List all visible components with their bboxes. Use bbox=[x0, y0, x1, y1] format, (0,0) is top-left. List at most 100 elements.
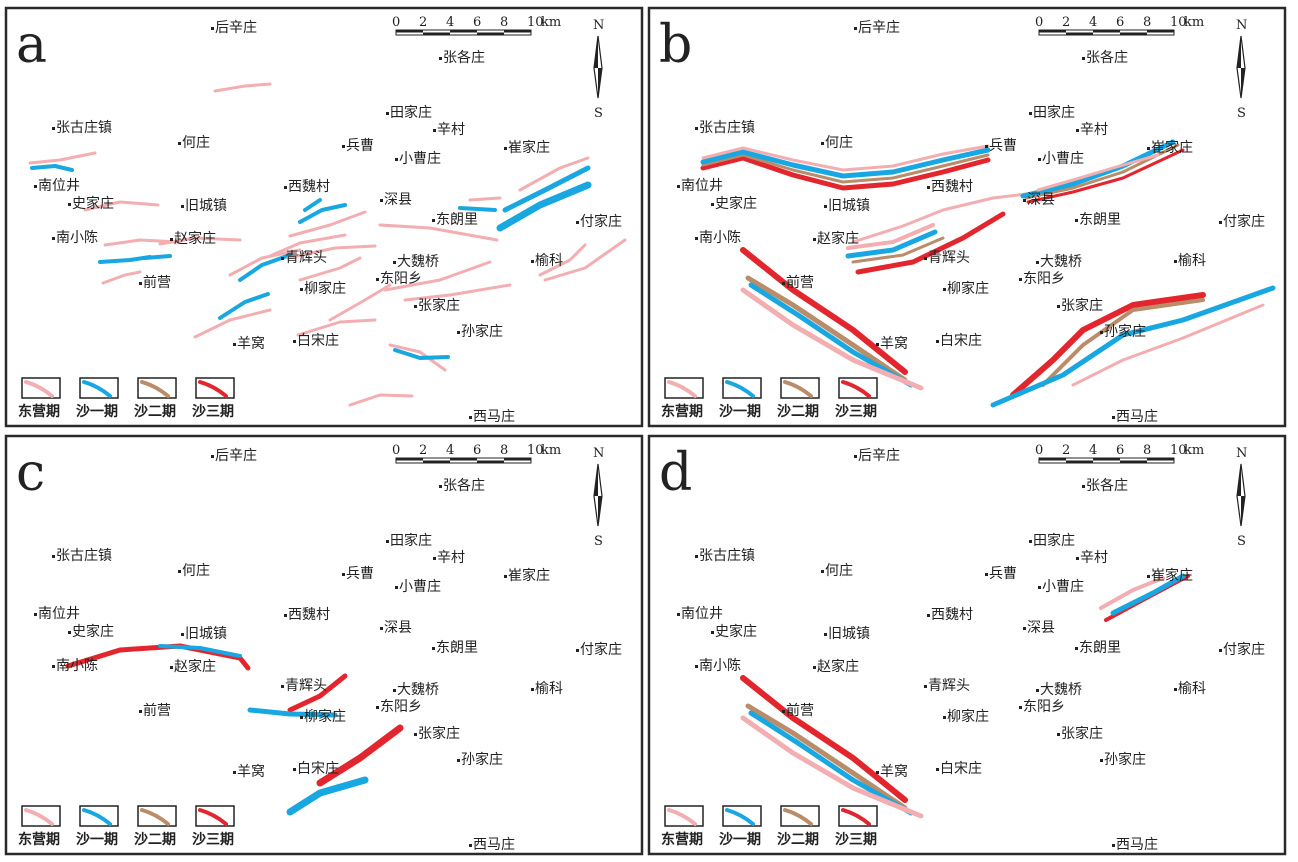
place-dot bbox=[414, 733, 417, 736]
place-dot bbox=[1019, 706, 1022, 709]
place-label: 南小陈 bbox=[56, 229, 98, 246]
place-zhangjiazhuang: 张家庄 bbox=[414, 725, 460, 742]
fault-trace-dongying bbox=[213, 82, 272, 93]
place-qianying: 前营 bbox=[139, 702, 171, 719]
fault-trace-dongying bbox=[28, 151, 97, 165]
legend-label: 沙二期 bbox=[134, 404, 176, 420]
place-dot bbox=[139, 710, 142, 713]
north-arrow-fill bbox=[598, 496, 602, 526]
place-dot bbox=[170, 238, 173, 241]
place-cuijiazhuang: 崔家庄 bbox=[504, 139, 550, 156]
place-label: 柳家庄 bbox=[304, 708, 346, 725]
place-label: 深县 bbox=[1027, 620, 1055, 636]
place-donglangli: 东朗里 bbox=[432, 640, 478, 656]
place-xiweicun: 西魏村 bbox=[927, 607, 973, 623]
legend-swatch-line bbox=[841, 380, 871, 398]
scale-bar-segment bbox=[1120, 460, 1147, 463]
place-dot bbox=[211, 455, 214, 458]
place-dot bbox=[139, 282, 142, 285]
place-label: 东朗里 bbox=[436, 212, 478, 228]
fault-trace-sha1 bbox=[30, 164, 74, 172]
place-label: 崔家庄 bbox=[1151, 139, 1193, 156]
scale-bar-segment bbox=[1066, 460, 1093, 463]
legend-label: 东营期 bbox=[18, 831, 60, 848]
place-ximazhuang: 西马庄 bbox=[469, 836, 515, 853]
place-dot bbox=[1219, 221, 1222, 224]
north-arrow-fill bbox=[1241, 496, 1245, 526]
place-label: 白宋庄 bbox=[940, 332, 982, 349]
scale-tick-label: 4 bbox=[446, 443, 454, 458]
place-label: 何庄 bbox=[825, 134, 853, 151]
place-label: 前营 bbox=[786, 702, 814, 719]
place-dot bbox=[1076, 129, 1079, 132]
place-dot bbox=[1019, 278, 1022, 281]
place-liujiazhuang: 柳家庄 bbox=[300, 280, 346, 297]
place-label: 西魏村 bbox=[288, 607, 330, 623]
place-dot bbox=[433, 557, 436, 560]
fault-trace-dongying bbox=[543, 238, 627, 282]
legend-swatch-line bbox=[24, 808, 54, 826]
place-nanxiaochen: 南小陈 bbox=[52, 229, 98, 246]
legend-swatch-line bbox=[667, 380, 697, 398]
place-label: 崔家庄 bbox=[508, 567, 550, 584]
fault-trace-dongying bbox=[286, 244, 377, 260]
legend-label: 东营期 bbox=[661, 403, 703, 420]
legend-item-dongying: 东营期 bbox=[661, 377, 704, 420]
place-hezhuang: 何庄 bbox=[178, 562, 210, 579]
place-yuke: 榆科 bbox=[531, 681, 563, 697]
place-label: 南位井 bbox=[38, 178, 80, 194]
place-dot bbox=[936, 340, 939, 343]
place-dot bbox=[414, 305, 417, 308]
place-jiuchengzhen: 旧城镇 bbox=[824, 198, 870, 214]
fault-trace-sha1 bbox=[748, 282, 914, 388]
place-yuke: 榆科 bbox=[531, 253, 563, 269]
place-label: 东阳乡 bbox=[1023, 271, 1065, 287]
fault-trace-sha1 bbox=[748, 710, 914, 816]
place-baisongzhuang: 白宋庄 bbox=[936, 760, 982, 777]
place-dongyangxiang: 东阳乡 bbox=[1019, 699, 1065, 715]
compass-north: N bbox=[1236, 18, 1247, 33]
place-dot bbox=[68, 203, 71, 206]
place-dot bbox=[395, 158, 398, 161]
place-dot bbox=[52, 127, 55, 130]
place-shijiazhuang: 史家庄 bbox=[68, 195, 114, 212]
place-shenxian: 深县 bbox=[380, 192, 412, 208]
place-label: 前营 bbox=[143, 702, 171, 719]
north-arrow-fill bbox=[1237, 464, 1241, 496]
place-dot bbox=[1075, 219, 1078, 222]
legend-label: 东营期 bbox=[661, 831, 703, 848]
scale-tick-label: 10 bbox=[1170, 15, 1187, 30]
fault-trace-dongying bbox=[1071, 303, 1265, 387]
place-shijiazhuang: 史家庄 bbox=[68, 623, 114, 640]
place-dot bbox=[854, 27, 857, 30]
fault-trace-sha1 bbox=[298, 203, 347, 224]
place-label: 东朗里 bbox=[1079, 640, 1121, 656]
place-cuijiazhuang: 崔家庄 bbox=[1147, 139, 1193, 156]
place-label: 大魏桥 bbox=[397, 682, 439, 698]
place-yangwo: 羊窝 bbox=[233, 763, 265, 780]
place-dot bbox=[824, 633, 827, 636]
place-dot bbox=[927, 186, 930, 189]
place-dot bbox=[854, 455, 857, 458]
legend-swatch-line bbox=[725, 380, 755, 398]
place-dot bbox=[376, 278, 379, 281]
scale-bar-segment bbox=[450, 30, 477, 33]
place-label: 史家庄 bbox=[72, 195, 114, 212]
place-label: 青辉头 bbox=[285, 678, 327, 694]
place-dot bbox=[52, 555, 55, 558]
place-dot bbox=[1076, 557, 1079, 560]
north-arrow-fill bbox=[1237, 36, 1241, 68]
place-dot bbox=[943, 288, 946, 291]
place-nanxiaochen: 南小陈 bbox=[695, 229, 741, 246]
place-label: 何庄 bbox=[825, 562, 853, 579]
legend-swatch-line bbox=[82, 380, 112, 398]
place-label: 羊窝 bbox=[880, 763, 908, 780]
place-dot bbox=[985, 145, 988, 148]
place-label: 小曹庄 bbox=[1042, 578, 1084, 595]
legend: 东营期 沙一期 沙二期 沙三期 bbox=[661, 377, 878, 420]
scale-bar-segment bbox=[1039, 458, 1066, 461]
place-label: 崔家庄 bbox=[508, 139, 550, 156]
